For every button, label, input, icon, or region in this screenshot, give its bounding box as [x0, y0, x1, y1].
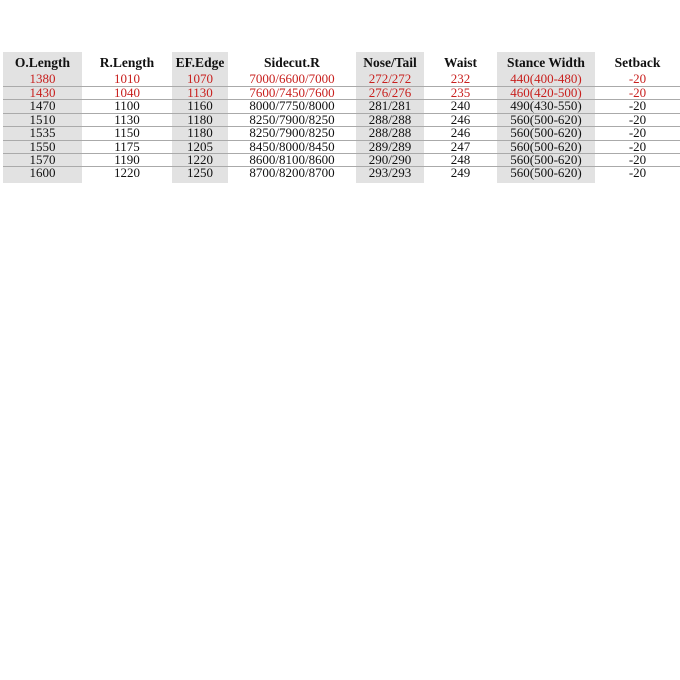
cell-r-length: 1100: [82, 99, 172, 114]
header-row: O.Length R.Length EF.Edge Sidecut.R Nose/Tai…: [3, 52, 680, 73]
cell-nose-tail: 290/290: [356, 153, 424, 168]
cell-sidecut-r: 8250/7900/8250: [228, 113, 356, 128]
cell-setback: -20: [595, 113, 680, 128]
header-ef-edge: EF.Edge: [172, 52, 228, 73]
cell-sidecut-r: 7000/6600/7000: [228, 73, 356, 87]
cell-waist: 248: [424, 153, 497, 168]
cell-setback: -20: [628, 165, 647, 181]
cell-nose-tail: 293/293: [356, 166, 424, 183]
cell-r-length: 1010: [82, 73, 172, 87]
cell-stance-width: 440(400-480): [497, 73, 595, 87]
cell-setback: -20: [595, 139, 680, 155]
cell-ef-edge: 1070: [172, 73, 228, 87]
cell-ef-edge: 1250: [172, 166, 228, 183]
cell-waist: 249: [450, 165, 471, 181]
cell-o-length: 1510: [3, 113, 82, 128]
cell-o-length: 1430: [3, 86, 82, 101]
cell-waist: 247: [424, 139, 497, 155]
table-row: 1470 1100 1160 8000/7750/8000 281/281 240 490(…: [3, 99, 680, 114]
table-row: 1570 1190 1220 8600/8100/8600 290/290 248 560(…: [3, 153, 680, 168]
cell-nose-tail: 289/289: [356, 139, 424, 155]
cell-sidecut-r: 7600/7450/7600: [228, 86, 356, 101]
cell-sidecut-r: 8000/7750/8000: [228, 99, 356, 114]
cell-nose-tail: 281/281: [356, 99, 424, 114]
cell-waist: 246: [424, 126, 497, 141]
cell-o-length: 1570: [3, 153, 82, 168]
cell-nose-tail: 288/288: [356, 126, 424, 141]
cell-waist: 246: [424, 113, 497, 128]
cell-o-length: 1380: [3, 73, 82, 87]
cell-nose-tail: 276/276: [356, 86, 424, 101]
cell-r-length: 1130: [82, 113, 172, 128]
cell-waist: 240: [424, 99, 497, 114]
cell-sidecut-r: 8700/8200/8700: [249, 165, 335, 181]
cell-o-length: 1600: [3, 166, 82, 183]
cell-stance-width: 560(500-620): [497, 153, 595, 168]
cell-setback: -20: [595, 126, 680, 141]
table-row: 1380 1010 1070 7000/6600/7000 272/272 232 440(…: [3, 73, 680, 87]
cell-ef-edge: 1180: [172, 113, 228, 128]
cell-r-length: 1220: [114, 165, 140, 181]
header-setback: Setback: [614, 54, 661, 70]
cell-ef-edge: 1160: [172, 99, 228, 114]
cell-r-length: 1175: [82, 139, 172, 155]
cell-setback: -20: [595, 153, 680, 168]
table-row: 1600 1220 1250 8700/8200/8700 293/293 249 560(…: [3, 165, 680, 183]
cell-stance-width: 560(500-620): [497, 113, 595, 128]
cell-stance-width: 560(500-620): [497, 126, 595, 141]
header-r-length: R.Length: [99, 54, 155, 70]
cell-ef-edge: 1205: [172, 139, 228, 155]
cell-ef-edge: 1130: [172, 86, 228, 101]
cell-setback: -20: [595, 86, 680, 101]
header-sidecut-r: Sidecut.R: [264, 54, 320, 70]
cell-sidecut-r: 8600/8100/8600: [228, 153, 356, 168]
cell-o-length: 1550: [3, 139, 82, 155]
cell-setback: -20: [595, 99, 680, 114]
header-nose-tail: Nose/Tail: [356, 52, 424, 73]
cell-o-length: 1470: [3, 99, 82, 114]
table-row: 1535 1150 1180 8250/7900/8250 288/288 246 560(…: [3, 126, 680, 141]
cell-ef-edge: 1220: [172, 153, 228, 168]
cell-r-length: 1040: [82, 86, 172, 101]
cell-nose-tail: 272/272: [356, 73, 424, 87]
cell-sidecut-r: 8450/8000/8450: [228, 139, 356, 155]
cell-waist: 232: [424, 73, 497, 87]
cell-nose-tail: 288/288: [356, 113, 424, 128]
cell-stance-width: 560(500-620): [497, 166, 595, 183]
header-stance-width: Stance Width: [497, 52, 595, 73]
cell-sidecut-r: 8250/7900/8250: [228, 126, 356, 141]
cell-ef-edge: 1180: [172, 126, 228, 141]
cell-r-length: 1150: [82, 126, 172, 141]
cell-stance-width: 490(430-550): [497, 99, 595, 114]
header-waist: Waist: [443, 54, 477, 70]
cell-o-length: 1535: [3, 126, 82, 141]
cell-stance-width: 560(500-620): [497, 139, 595, 155]
cell-r-length: 1190: [82, 153, 172, 168]
table-row: 1430 1040 1130 7600/7450/7600 276/276 235 460(…: [3, 86, 680, 101]
spec-table: O.Length R.Length EF.Edge Sidecut.R Nose/Tai…: [3, 52, 680, 183]
table-row: 1510 1130 1180 8250/7900/8250 288/288 246 560(…: [3, 113, 680, 128]
cell-waist: 235: [424, 86, 497, 101]
cell-stance-width: 460(420-500): [497, 86, 595, 101]
cell-setback: -20: [595, 73, 680, 87]
header-o-length: O.Length: [3, 52, 82, 73]
table-row: 1550 1175 1205 8450/8000/8450 289/289 247 560(…: [3, 139, 680, 155]
